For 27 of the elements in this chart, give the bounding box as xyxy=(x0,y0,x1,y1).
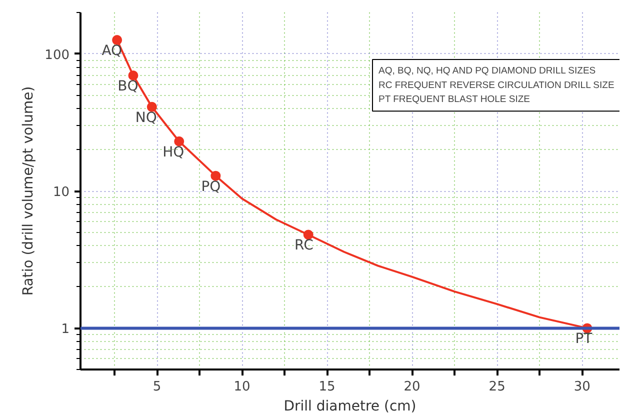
y-tick-label: 100 xyxy=(44,48,70,63)
annotation: RC FREQUENT REVERSE CIRCULATION DRILL SIZE xyxy=(378,80,614,91)
annotation: RC xyxy=(294,238,314,254)
point xyxy=(174,136,184,146)
point xyxy=(146,102,157,112)
annotation: AQ xyxy=(102,43,122,60)
point xyxy=(303,230,314,240)
point xyxy=(210,170,221,181)
annotation: PT FREQUENT BLAST HOLE SIZE xyxy=(378,94,530,106)
y-tick-label: 10 xyxy=(52,185,70,200)
annotation: BQ xyxy=(118,78,138,94)
x-tick-label: 10 xyxy=(234,380,250,394)
annotation: AQ, BQ, NQ, HQ AND PQ DIAMOND DRILL SIZES xyxy=(378,66,596,76)
annotation: HQ xyxy=(162,144,184,160)
point xyxy=(112,35,122,46)
x-tick-label: 15 xyxy=(318,380,336,394)
y-axis-title: Ratio (drill volume/pt volume) xyxy=(20,86,37,296)
x-tick-label: 25 xyxy=(488,380,506,394)
y-tick-label: 1 xyxy=(61,322,70,338)
annotation: PQ xyxy=(201,178,221,195)
annotation: NQ xyxy=(135,110,157,126)
x-tick-label: 30 xyxy=(574,380,590,394)
x-tick-label: 20 xyxy=(404,380,420,394)
x-axis-title: Drill diametre (cm) xyxy=(284,398,416,414)
x-tick-label: 5 xyxy=(152,380,162,394)
annotation: PT xyxy=(575,331,593,348)
point xyxy=(128,70,138,80)
